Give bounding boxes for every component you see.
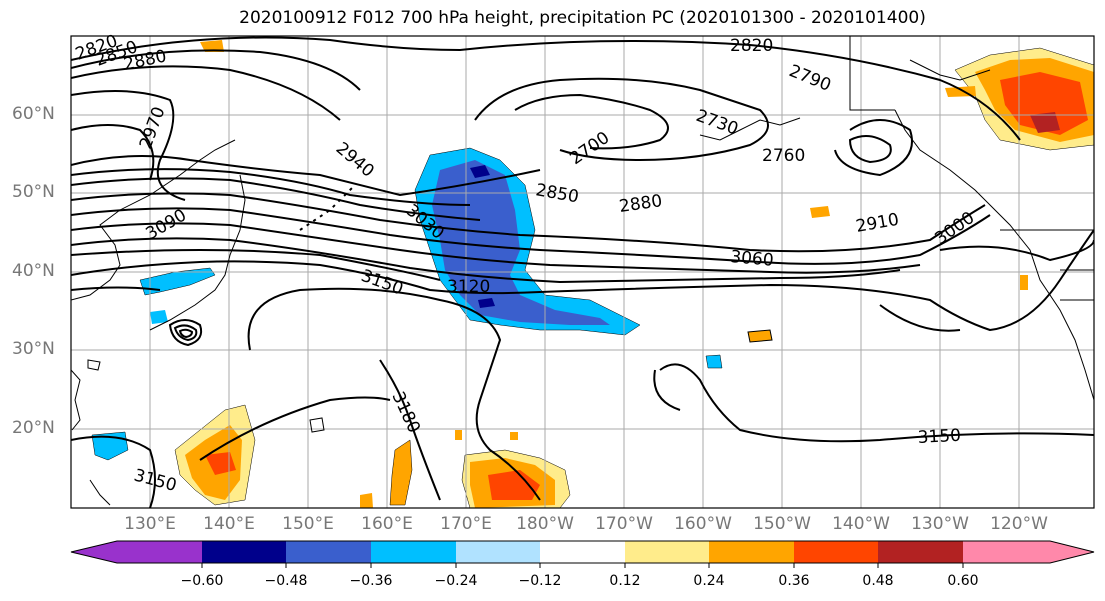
contour-label: 3060 xyxy=(730,247,775,271)
lon-label: 180°W xyxy=(516,514,574,534)
colorbar-swatch xyxy=(878,541,963,563)
colorbar-swatch xyxy=(709,541,794,563)
contour-labels: 2820 2850 2880 2970 2940 3090 3030 2850 … xyxy=(73,31,978,496)
lon-label: 150°E xyxy=(282,514,334,534)
precip-neg-dark xyxy=(470,165,490,178)
contour-label: 2760 xyxy=(762,146,805,166)
colorbar-swatch xyxy=(794,541,878,563)
precip-neg-dark-2 xyxy=(478,298,495,308)
colorbar-tick-label: −0.60 xyxy=(180,573,224,589)
colorbar-swatch xyxy=(456,541,540,563)
lat-label: 60°N xyxy=(12,104,55,124)
colorbar-tick-label: 0.60 xyxy=(947,573,979,589)
colorbar-tick-label: −0.24 xyxy=(434,573,478,589)
colorbar-extend-high xyxy=(1050,541,1094,563)
gridlines xyxy=(71,36,1094,508)
contour-label: 2820 xyxy=(730,36,773,56)
lon-label: 160°W xyxy=(674,514,732,534)
lon-label: 160°E xyxy=(361,514,413,534)
lon-label: 130°E xyxy=(124,514,176,534)
contour-label: 3120 xyxy=(447,277,490,297)
colorbar-tick-label: 0.12 xyxy=(609,573,641,589)
lat-label: 30°N xyxy=(12,339,55,359)
colorbar-swatches xyxy=(71,541,1094,563)
lat-label: 40°N xyxy=(12,261,55,281)
lon-label: 140°W xyxy=(832,514,890,534)
colorbar-outline xyxy=(70,540,1095,564)
colorbar-swatch xyxy=(371,541,456,563)
lon-label: 130°W xyxy=(911,514,969,534)
colorbar-swatch xyxy=(540,541,625,563)
dateline-dashes xyxy=(299,184,356,231)
coastlines xyxy=(71,36,1094,506)
colorbar-swatch xyxy=(286,541,371,563)
precip-shading xyxy=(91,40,1094,508)
colorbar-tick-label: 0.36 xyxy=(778,573,810,589)
colorbar-tick-label: −0.48 xyxy=(264,573,308,589)
lon-label: 170°E xyxy=(440,514,492,534)
colorbar-swatch xyxy=(963,541,1050,563)
lon-label: 120°W xyxy=(990,514,1048,534)
lon-label: 140°E xyxy=(203,514,255,534)
colorbar-tick-label: −0.36 xyxy=(349,573,393,589)
colorbar-swatch xyxy=(117,541,202,563)
height-contours xyxy=(71,36,1094,508)
map-frame xyxy=(70,35,1095,509)
map-title: 2020100912 F012 700 hPa height, precipit… xyxy=(239,8,926,28)
lat-label: 50°N xyxy=(12,182,55,202)
precip-neg-mid xyxy=(432,160,610,325)
colorbar-swatch xyxy=(202,541,286,563)
lon-label: 150°W xyxy=(753,514,811,534)
precip-neg-japan xyxy=(139,267,216,296)
colorbar-tick-label: 0.24 xyxy=(693,573,725,589)
contour-label: 3150 xyxy=(917,426,961,448)
colorbar-tick-label: −0.12 xyxy=(518,573,562,589)
lat-label: 20°N xyxy=(12,418,55,438)
colorbar-swatch xyxy=(625,541,709,563)
colorbar-tick-label: 0.48 xyxy=(862,573,894,589)
colorbar-extend-low xyxy=(71,541,117,563)
lon-label: 170°W xyxy=(595,514,653,534)
colorbar-ticks xyxy=(201,563,964,568)
